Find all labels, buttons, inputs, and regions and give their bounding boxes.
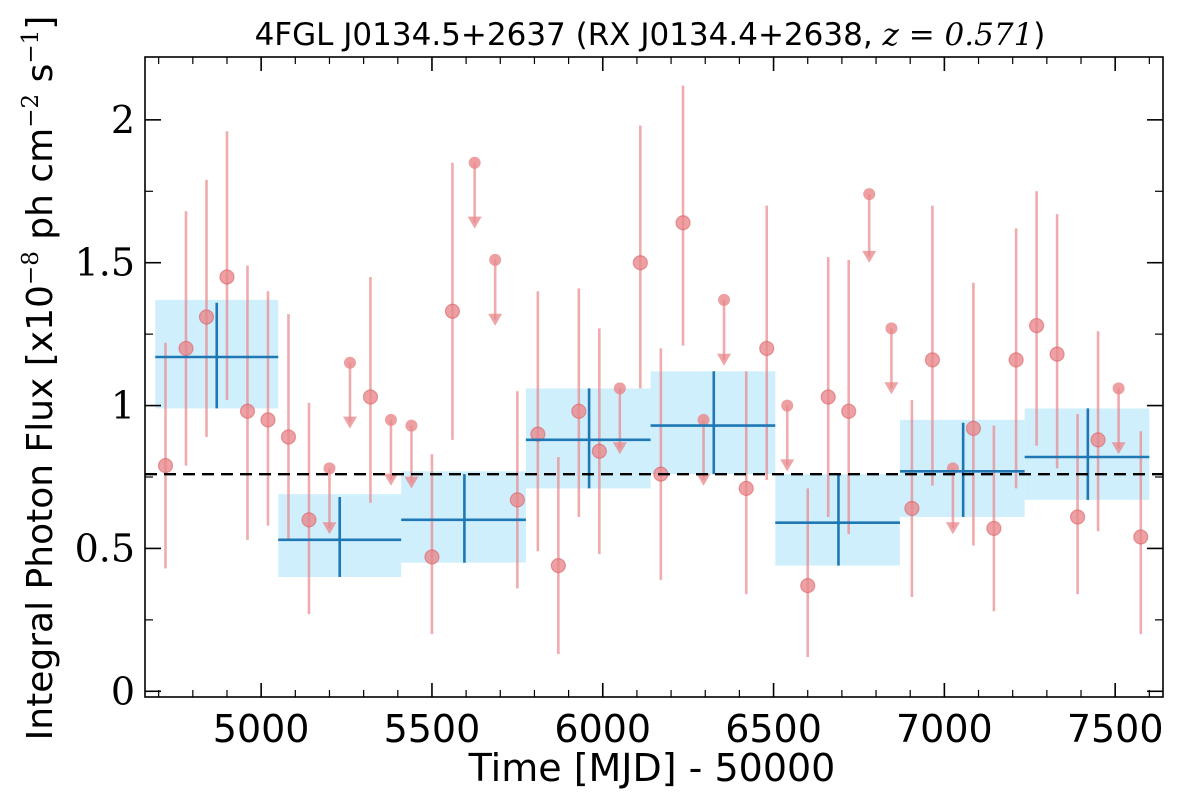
y-axis-label: Integral Photon Flux [x10−8 ph cm−2 s−1] xyxy=(18,16,61,741)
fine-points-group xyxy=(157,85,1149,657)
upper-limit-marker xyxy=(885,322,898,335)
y-tick-label: 2 xyxy=(111,98,135,142)
data-point xyxy=(1069,509,1086,525)
upper-limit-marker xyxy=(781,399,794,412)
data-point xyxy=(1133,529,1149,545)
plot-frame xyxy=(144,56,1164,698)
upper-limit-marker xyxy=(405,419,418,432)
y-axis-ticks: 0 0.5 1 1.5 2 xyxy=(75,98,1163,713)
data-point xyxy=(820,389,836,405)
data-point xyxy=(632,255,648,271)
data-point xyxy=(1090,432,1106,448)
data-point xyxy=(1008,352,1024,368)
upper-limit-marker xyxy=(863,188,876,201)
data-point xyxy=(301,512,317,528)
y-tick-label: 1 xyxy=(111,384,135,428)
data-point xyxy=(965,420,982,437)
data-point xyxy=(800,577,816,594)
data-point xyxy=(509,492,525,508)
x-tick-label: 7000 xyxy=(896,707,993,751)
data-point xyxy=(841,403,857,419)
data-point xyxy=(1029,317,1045,334)
upper-limit-arrow xyxy=(696,473,711,486)
chart-title: 4FGL J0134.5+2637 (RX J0134.4+2638, z = … xyxy=(255,17,1046,53)
y-tick-label: 0.5 xyxy=(75,526,135,570)
x-tick-label: 6500 xyxy=(725,707,822,751)
upper-limit-arrow xyxy=(383,473,398,486)
upper-limit-arrow xyxy=(1111,442,1126,455)
upper-limit-marker xyxy=(343,356,356,369)
upper-limit-arrow xyxy=(467,216,482,229)
data-point xyxy=(239,403,256,419)
data-point xyxy=(986,520,1002,537)
upper-limit-marker xyxy=(718,293,731,306)
data-point xyxy=(178,340,194,357)
data-point xyxy=(924,352,941,368)
data-point xyxy=(280,429,297,445)
data-point xyxy=(904,500,920,517)
data-point xyxy=(424,549,440,565)
x-tick-label: 6000 xyxy=(554,707,651,751)
upper-limit-arrow xyxy=(404,476,419,489)
upper-limit-arrow xyxy=(717,353,732,366)
upper-limit-marker xyxy=(1112,382,1125,395)
data-point xyxy=(444,303,461,319)
bin-crosses-group xyxy=(155,302,1150,577)
data-point xyxy=(675,215,691,231)
data-point xyxy=(198,309,215,325)
data-point xyxy=(157,457,174,474)
x-axis-ticks: 5000 5500 6000 6500 7000 7500 xyxy=(158,57,1164,751)
upper-limit-arrow xyxy=(862,250,877,263)
data-point xyxy=(759,340,775,357)
data-point xyxy=(219,269,235,285)
upper-limit-arrow xyxy=(322,522,337,535)
upper-limit-arrow xyxy=(612,442,627,455)
x-tick-label: 7500 xyxy=(1067,707,1164,751)
y-tick-label: 0 xyxy=(111,669,135,713)
upper-limit-marker xyxy=(697,413,710,426)
upper-limit-arrow xyxy=(342,416,357,429)
data-point xyxy=(362,389,379,405)
upper-limit-marker xyxy=(323,462,336,475)
data-point xyxy=(260,412,276,428)
upper-limit-marker xyxy=(489,253,502,266)
data-point xyxy=(738,480,754,497)
data-point xyxy=(1049,346,1065,362)
data-point xyxy=(550,557,566,574)
x-tick-label: 5000 xyxy=(213,707,310,751)
upper-limit-marker xyxy=(946,462,959,475)
upper-limit-marker xyxy=(613,382,626,395)
upper-limit-arrow xyxy=(884,382,899,395)
upper-limit-arrow xyxy=(945,522,960,535)
upper-limit-arrow xyxy=(780,459,795,472)
y-tick-label: 1.5 xyxy=(75,241,135,285)
upper-limit-marker xyxy=(468,156,481,169)
data-point xyxy=(591,443,607,459)
x-tick-label: 5500 xyxy=(384,707,481,751)
data-point xyxy=(571,403,587,419)
upper-limit-marker xyxy=(384,413,397,426)
upper-limit-arrow xyxy=(488,313,503,326)
x-axis-label: Time [MJD] - 50000 xyxy=(468,746,836,790)
